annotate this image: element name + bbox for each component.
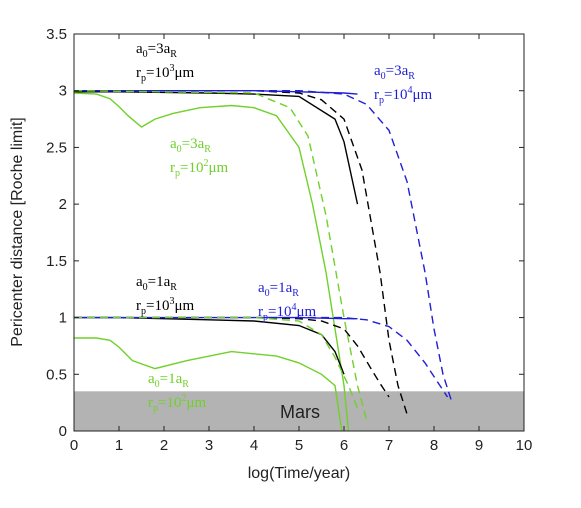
- y-tick-label: 3.5: [46, 26, 67, 43]
- ticks-layer: 0 1 2 3 4 5 6 7 8 9 10 0 0.5 1 1.5 2 2.5 3 3.5: [46, 26, 532, 454]
- svg-text:rp=104μm: rp=104μm: [374, 85, 433, 106]
- x-tick-label: 4: [250, 437, 258, 454]
- svg-text:a0=3aR: a0=3aR: [136, 41, 177, 60]
- series-annotation-4: a0=1aR rp=104μm: [258, 280, 317, 323]
- svg-text:a0=1aR: a0=1aR: [136, 274, 177, 293]
- svg-text:a0=1aR: a0=1aR: [258, 280, 299, 299]
- y-tick-label: 0.5: [46, 366, 67, 383]
- svg-text:rp=104μm: rp=104μm: [258, 302, 317, 323]
- x-tick-label: 10: [516, 437, 533, 454]
- mars-label: Mars: [280, 402, 320, 422]
- svg-text:rp=102μm: rp=102μm: [148, 393, 207, 414]
- x-tick-label: 3: [205, 437, 213, 454]
- y-tick-label: 2: [59, 196, 67, 213]
- x-tick-label: 0: [70, 437, 78, 454]
- series-line-10: [74, 337, 343, 431]
- series-layer: [74, 89, 453, 431]
- y-axis-label: Pericenter distance [Roche limit]: [9, 117, 26, 346]
- series-line-9: [74, 316, 449, 398]
- svg-text:rp=103μm: rp=103μm: [136, 63, 195, 84]
- mars-band: [74, 391, 524, 431]
- x-tick-label: 9: [475, 437, 483, 454]
- y-tick-label: 2.5: [46, 139, 67, 156]
- series-line-0: [74, 91, 359, 205]
- svg-text:a0=3aR: a0=3aR: [374, 63, 415, 82]
- series-annotation-5: a0=1aR rp=102μm: [148, 371, 207, 414]
- x-tick-label: 8: [430, 437, 438, 454]
- annotations-layer: a0=3aR rp=103μm a0=3aR rp=104μm a0=3aR rp=102…: [136, 41, 433, 414]
- series-annotation-3: a0=1aR rp=103μm: [136, 274, 195, 317]
- series-annotation-1: a0=3aR rp=104μm: [374, 63, 433, 106]
- y-tick-label: 3: [59, 83, 67, 100]
- y-tick-label: 1: [59, 310, 67, 327]
- x-axis-label: log(Time/year): [248, 465, 351, 482]
- svg-text:rp=102μm: rp=102μm: [170, 158, 229, 179]
- svg-text:rp=103μm: rp=103μm: [136, 296, 195, 317]
- x-tick-label: 7: [385, 437, 393, 454]
- x-tick-label: 2: [160, 437, 168, 454]
- y-tick-label: 0: [59, 423, 67, 440]
- series-line-7: [74, 316, 390, 398]
- y-tick-label: 1.5: [46, 253, 67, 270]
- svg-text:a0=3aR: a0=3aR: [170, 136, 211, 155]
- x-tick-label: 6: [340, 437, 348, 454]
- series-line-4: [74, 92, 350, 431]
- series-annotation-2: a0=3aR rp=102μm: [170, 136, 229, 179]
- series-line-5: [74, 90, 368, 420]
- series-annotation-0: a0=3aR rp=103μm: [136, 41, 195, 84]
- x-tick-label: 5: [295, 437, 303, 454]
- series-line-1: [74, 89, 408, 415]
- series-line-3: [74, 89, 453, 403]
- x-tick-label: 1: [115, 437, 123, 454]
- svg-text:a0=1aR: a0=1aR: [148, 371, 189, 390]
- series-line-11: [74, 316, 359, 409]
